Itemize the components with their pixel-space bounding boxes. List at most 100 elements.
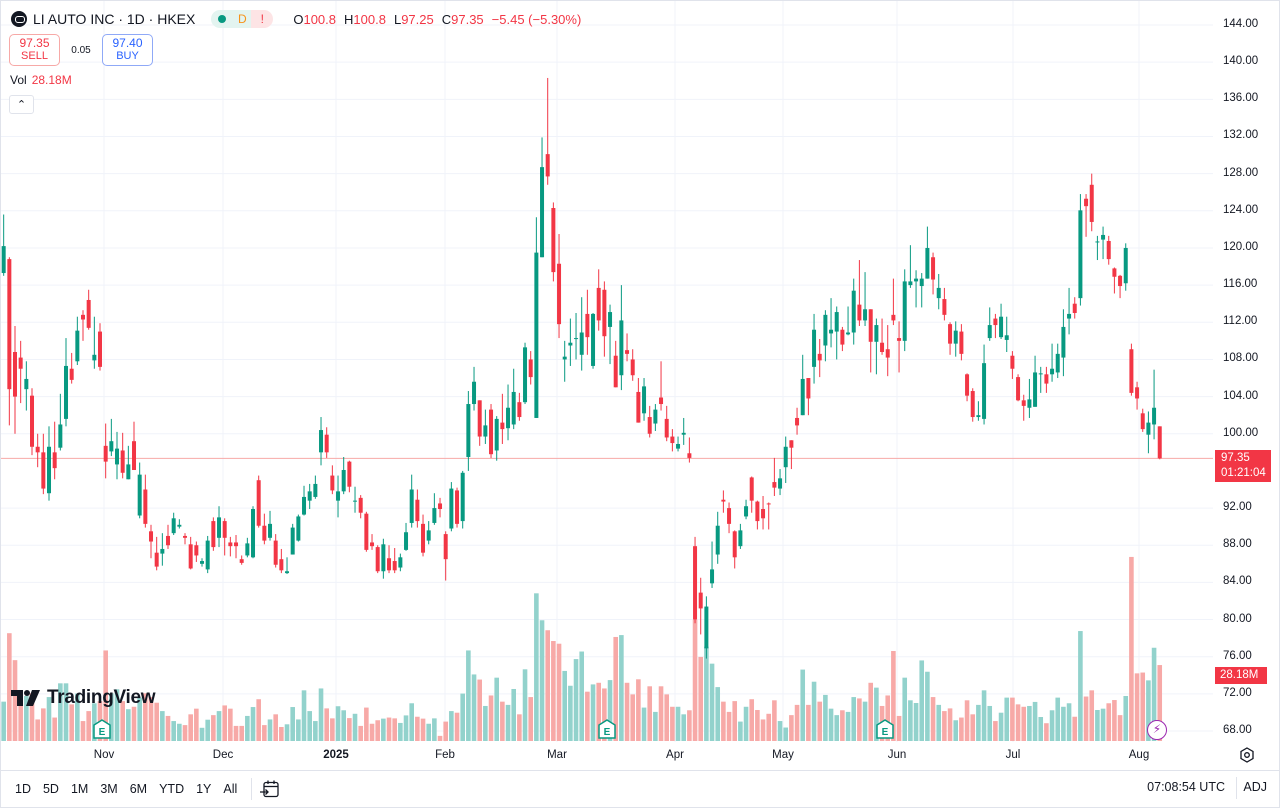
candle-up bbox=[409, 489, 414, 523]
candle-down bbox=[234, 542, 239, 547]
lightning-event-icon[interactable]: ⚡︎ bbox=[1147, 720, 1167, 740]
candle-up bbox=[205, 540, 210, 570]
price-tick-label: 132.00 bbox=[1223, 129, 1259, 142]
earnings-marker-icon[interactable]: E bbox=[598, 719, 616, 739]
price-tick-label: 128.00 bbox=[1223, 166, 1259, 179]
candle-up bbox=[715, 525, 720, 555]
alert-badge[interactable]: ! bbox=[251, 10, 274, 28]
range-ytd[interactable]: YTD bbox=[159, 781, 185, 796]
status-badges[interactable]: D ! bbox=[211, 10, 274, 28]
candle-down bbox=[262, 525, 267, 541]
range-3m[interactable]: 3M bbox=[100, 781, 118, 796]
candle-up bbox=[75, 330, 80, 362]
candle-down bbox=[528, 359, 533, 378]
volume-bar bbox=[313, 721, 318, 741]
trade-buttons: 97.35 SELL 0.05 97.40 BUY bbox=[9, 34, 153, 66]
range-1m[interactable]: 1M bbox=[70, 781, 89, 796]
candle-down bbox=[817, 353, 822, 361]
sell-button[interactable]: 97.35 SELL bbox=[9, 34, 60, 66]
volume-bar bbox=[947, 708, 953, 741]
volume-bar bbox=[415, 716, 420, 741]
candle-down bbox=[222, 521, 227, 538]
symbol-title[interactable]: LI AUTO INC · 1D · HKEX bbox=[33, 11, 196, 27]
candle-down bbox=[857, 304, 862, 321]
volume-bar bbox=[454, 712, 460, 741]
earnings-marker-icon[interactable]: E bbox=[93, 719, 111, 739]
candle-down bbox=[789, 440, 794, 448]
last-price: 97.35 bbox=[1221, 452, 1250, 464]
candle-up bbox=[982, 363, 987, 419]
candle-up bbox=[540, 167, 545, 258]
volume-bar bbox=[177, 723, 182, 741]
volume-bar bbox=[35, 719, 40, 741]
settings-gear-icon[interactable] bbox=[1239, 747, 1255, 763]
range-6m[interactable]: 6M bbox=[129, 781, 148, 796]
volume-bar bbox=[449, 711, 454, 741]
candle-up bbox=[953, 330, 958, 344]
volume-legend[interactable]: Vol 28.18M bbox=[10, 73, 72, 87]
candle-down bbox=[687, 453, 692, 458]
utc-clock[interactable]: 07:08:54 UTC bbox=[1147, 780, 1225, 794]
candle-down bbox=[942, 299, 947, 315]
candle-down bbox=[517, 402, 522, 418]
candle-up bbox=[919, 278, 924, 287]
candle-up bbox=[1027, 399, 1032, 408]
volume-bar bbox=[1078, 631, 1083, 741]
collapse-legend-button[interactable]: ⌃ bbox=[9, 95, 34, 114]
volume-bar bbox=[216, 711, 222, 741]
volume-bar bbox=[381, 718, 386, 741]
range-5d[interactable]: 5D bbox=[42, 781, 59, 796]
candle-up bbox=[506, 407, 511, 429]
price-tick-label: 140.00 bbox=[1223, 55, 1259, 68]
volume-bar bbox=[131, 706, 137, 741]
volume-bar bbox=[58, 683, 63, 741]
candle-up bbox=[460, 472, 465, 522]
candle-up bbox=[846, 332, 851, 335]
volume-bar bbox=[1106, 703, 1112, 741]
volume-bar bbox=[494, 677, 499, 741]
candle-down bbox=[239, 559, 244, 563]
candle-down bbox=[772, 482, 777, 488]
volume-bar bbox=[420, 718, 426, 741]
range-1d[interactable]: 1D bbox=[15, 781, 31, 796]
candle-down bbox=[749, 477, 754, 501]
volume-bar bbox=[913, 703, 919, 741]
volume-bar bbox=[800, 669, 806, 741]
candle-up bbox=[251, 509, 256, 558]
candle-down bbox=[1118, 275, 1123, 287]
volume-bar bbox=[1004, 697, 1010, 741]
candle-up bbox=[1095, 241, 1100, 243]
candle-down bbox=[1021, 400, 1026, 406]
calendar-goto-icon[interactable] bbox=[260, 780, 280, 798]
tradingview-logo[interactable]: TradingView bbox=[11, 687, 156, 709]
candle-down bbox=[636, 391, 641, 423]
volume-bar bbox=[528, 697, 534, 741]
buy-button[interactable]: 97.40 BUY bbox=[102, 34, 153, 66]
market-open-dot-icon[interactable] bbox=[211, 10, 234, 28]
price-chart[interactable] bbox=[1, 1, 1213, 742]
volume-bar bbox=[925, 671, 930, 741]
volume-bar bbox=[647, 686, 653, 741]
volume-bar bbox=[92, 703, 97, 741]
volume-bar bbox=[1021, 706, 1027, 741]
volume-bar bbox=[460, 693, 465, 741]
delayed-data-badge[interactable]: D bbox=[233, 10, 252, 28]
volume-bar bbox=[347, 718, 352, 741]
volume-bar bbox=[834, 715, 840, 741]
volume-bar bbox=[432, 718, 437, 741]
volume-bar bbox=[1123, 695, 1129, 741]
candle-down bbox=[443, 534, 448, 560]
volume-bar bbox=[896, 715, 902, 741]
range-1y[interactable]: 1Y bbox=[196, 781, 212, 796]
volume-bar bbox=[619, 635, 624, 741]
range-all[interactable]: All bbox=[223, 781, 238, 796]
candle-up bbox=[449, 488, 454, 529]
volume-bar bbox=[721, 701, 726, 741]
candle-down bbox=[1129, 349, 1134, 393]
volume-bar bbox=[375, 720, 380, 741]
adjust-data-toggle[interactable]: ADJ bbox=[1243, 780, 1267, 794]
time-tick-label: May bbox=[772, 749, 794, 761]
volume-bar bbox=[307, 711, 312, 741]
earnings-marker-icon[interactable]: E bbox=[876, 719, 894, 739]
